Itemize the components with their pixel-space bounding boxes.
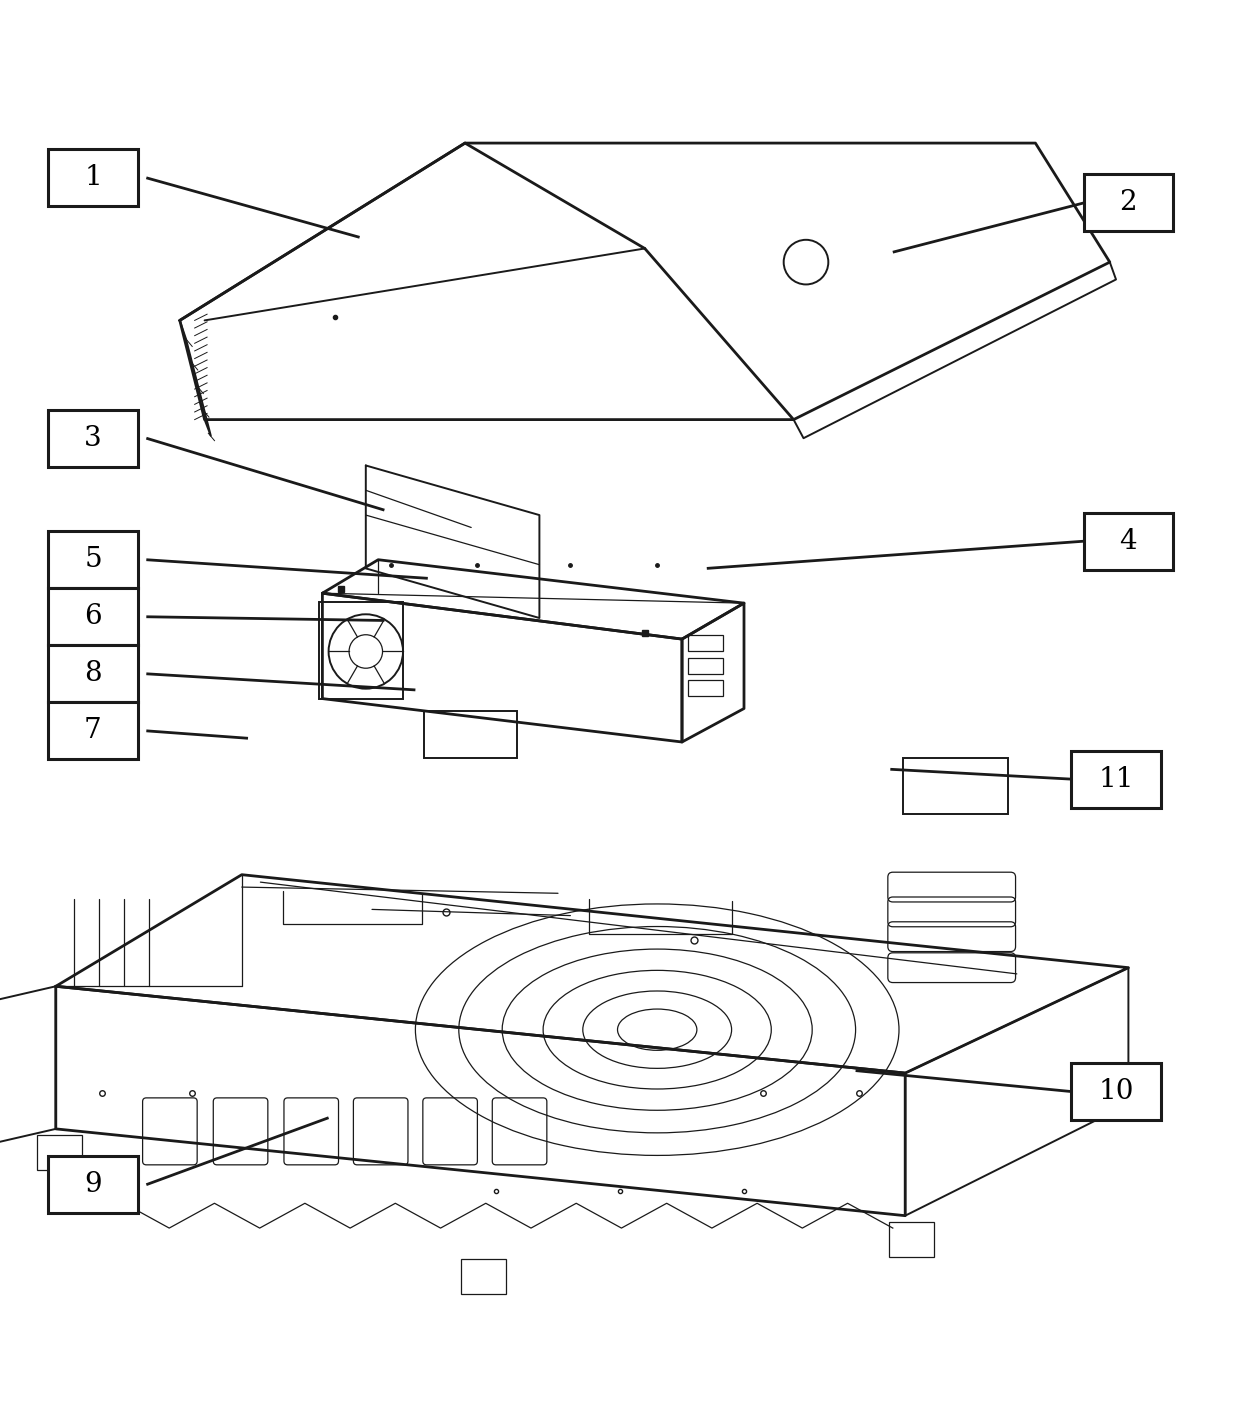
FancyBboxPatch shape <box>1071 751 1161 808</box>
Text: 11: 11 <box>1099 765 1133 792</box>
FancyBboxPatch shape <box>48 410 138 466</box>
Text: 7: 7 <box>84 717 102 744</box>
FancyBboxPatch shape <box>48 1156 138 1213</box>
FancyBboxPatch shape <box>48 532 138 589</box>
Text: 4: 4 <box>1120 528 1137 555</box>
FancyBboxPatch shape <box>1084 173 1173 232</box>
Text: 3: 3 <box>84 425 102 452</box>
Text: 10: 10 <box>1099 1078 1133 1105</box>
FancyBboxPatch shape <box>1071 1064 1161 1121</box>
Text: 9: 9 <box>84 1172 102 1199</box>
FancyBboxPatch shape <box>48 149 138 206</box>
Text: 8: 8 <box>84 660 102 687</box>
FancyBboxPatch shape <box>48 702 138 759</box>
Text: 5: 5 <box>84 546 102 573</box>
Text: 1: 1 <box>84 165 102 192</box>
FancyBboxPatch shape <box>48 646 138 702</box>
FancyBboxPatch shape <box>1084 512 1173 570</box>
Text: 2: 2 <box>1120 189 1137 216</box>
Text: 6: 6 <box>84 603 102 630</box>
FancyBboxPatch shape <box>48 589 138 646</box>
